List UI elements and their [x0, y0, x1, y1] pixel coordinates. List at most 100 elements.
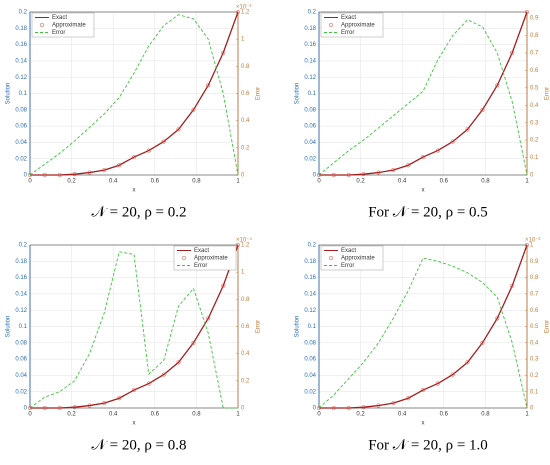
y-tick-label: 0.2	[308, 10, 317, 16]
x-tick-label: 1	[236, 412, 240, 418]
y2-tick-label: 0.1	[530, 389, 539, 395]
marker	[435, 148, 440, 153]
x-tick-label: 1	[236, 179, 240, 185]
y-tick-label: 0.16	[15, 42, 27, 48]
y-tick-label: 0.18	[15, 26, 27, 32]
y-tick-label: 0.12	[15, 75, 27, 81]
y-label: Solution	[295, 316, 301, 338]
y-tick-label: 0.02	[15, 389, 27, 395]
x-tick-label: 0.4	[398, 179, 407, 185]
marker	[524, 242, 530, 248]
x-label: x	[133, 188, 136, 194]
x-tick-label: 0.2	[356, 412, 365, 418]
legend-marker	[39, 22, 45, 28]
marker	[391, 168, 396, 173]
x-tick-label: 1	[525, 179, 529, 185]
y-tick-label: 0.12	[304, 75, 316, 81]
x-tick-label: 0.6	[151, 412, 160, 418]
x-tick-label: 0	[28, 412, 32, 418]
legend-label: Error	[194, 263, 207, 269]
y-tick-label: 0.18	[304, 26, 316, 32]
y2-tick-label: 0.4	[530, 103, 539, 109]
y-tick-label: 0.04	[304, 373, 316, 379]
marker	[376, 170, 381, 175]
y-tick-label: 0.1	[308, 91, 317, 97]
marker	[146, 381, 151, 386]
y-tick-label: 0.14	[15, 291, 27, 297]
marker	[176, 360, 181, 365]
y-tick-label: 0.04	[15, 140, 27, 146]
y-tick-label: 0.06	[304, 357, 316, 363]
y2-tick-label: 0.3	[530, 120, 539, 126]
marker	[235, 242, 241, 248]
x-tick-label: 0.8	[192, 179, 201, 185]
marker	[316, 405, 322, 411]
marker	[42, 172, 47, 178]
marker	[176, 127, 181, 132]
marker	[420, 155, 426, 160]
y-tick-label: 0.14	[304, 58, 316, 64]
marker	[331, 172, 336, 178]
y2-tick-label: 1	[530, 243, 534, 249]
marker	[131, 155, 137, 160]
x-tick-label: 0.8	[192, 412, 201, 418]
x-label: x	[133, 421, 136, 427]
y2-tick-label: 0	[241, 173, 245, 179]
y-tick-label: 0.04	[304, 140, 316, 146]
y-tick-label: 0	[24, 406, 28, 412]
x-tick-label: 0.4	[109, 412, 118, 418]
marker	[161, 372, 166, 377]
y-tick-label: 0.08	[15, 340, 27, 346]
y2-tick-label: 0.3	[530, 357, 539, 363]
y-tick-label: 0.16	[304, 42, 316, 48]
y2-tick-label: 0.5	[530, 324, 539, 330]
series-line	[319, 11, 528, 176]
y-tick-label: 0.16	[15, 275, 27, 281]
y2-tick-label: 0.2	[530, 373, 539, 379]
y-tick-label: 0.06	[15, 357, 27, 363]
x-tick-label: 0.6	[440, 179, 449, 185]
panel: 0 0.2 0.4 0.6 0.8 100.020.040.060.080.10.120.…	[295, 10, 550, 221]
x-label: x	[422, 188, 425, 194]
y2-tick-label: 0.7	[530, 51, 539, 57]
legend-label: Exact	[341, 15, 356, 21]
y2-tick-label: 1	[241, 270, 245, 276]
marker	[406, 396, 411, 401]
y-label: Solution	[6, 316, 12, 338]
marker	[131, 388, 137, 393]
y-tick-label: 0.02	[304, 389, 316, 395]
marker	[57, 172, 62, 178]
marker	[206, 316, 211, 321]
legend-marker	[181, 255, 187, 261]
legend-label: Error	[52, 30, 65, 36]
marker	[495, 83, 500, 88]
x-tick-label: 0.2	[67, 412, 76, 418]
y2-tick-label: 0.4	[241, 118, 250, 124]
legend-marker	[328, 255, 334, 261]
series-line	[30, 244, 239, 409]
marker	[57, 405, 62, 411]
marker	[221, 50, 226, 55]
legend-label: Error	[341, 30, 354, 36]
legend-label: Exact	[341, 248, 356, 254]
x-label: x	[422, 421, 425, 427]
y2-scale: ×10⁻³	[525, 238, 540, 244]
x-tick-label: 0.2	[67, 179, 76, 185]
series-line	[29, 251, 238, 409]
marker	[465, 127, 470, 132]
legend-label: Error	[341, 263, 354, 269]
y-tick-label: 0	[313, 406, 317, 412]
y2-tick-label: 0.2	[530, 138, 539, 144]
y2-tick-label: 0.6	[530, 68, 539, 74]
marker	[146, 148, 151, 153]
legend-label: Approximate	[194, 256, 228, 262]
y-tick-label: 0.18	[15, 259, 27, 265]
marker	[27, 405, 33, 411]
marker	[420, 388, 426, 393]
y-tick-label: 0.02	[15, 156, 27, 162]
y2-tick-label: 0.8	[241, 64, 250, 70]
marker	[235, 9, 241, 15]
legend-label: Exact	[52, 15, 67, 21]
series-line	[318, 257, 528, 409]
y-tick-label: 0.2	[19, 10, 28, 16]
